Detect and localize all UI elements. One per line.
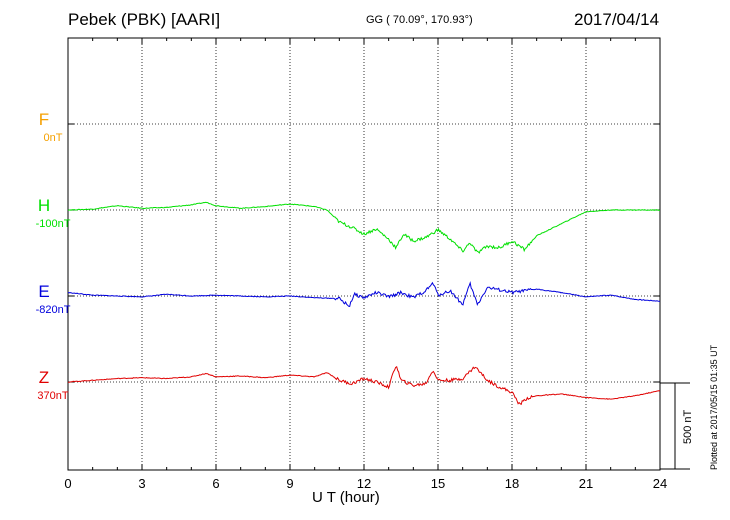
x-tick-labels: 0 3 6 9 12 15 18 21 24	[64, 476, 667, 491]
channel-name-z: Z	[38, 368, 50, 387]
plot-date: 2017/04/14	[574, 10, 660, 29]
channel-baseline-f: 0nT	[43, 132, 63, 144]
station-title: Pebek (PBK) [AARI]	[68, 10, 221, 29]
series-lines	[67, 201, 661, 406]
x-tick-label: 21	[579, 476, 593, 491]
channel-name-f: F	[38, 110, 50, 129]
scale-bar	[660, 382, 690, 470]
plotted-timestamp: Plotted at 2017/05/15 01:35 UT	[709, 344, 719, 470]
channel-name-e: E	[38, 282, 50, 301]
x-tick-label: 0	[64, 476, 71, 491]
x-tick-label: 9	[286, 476, 293, 491]
grid-lines	[68, 38, 660, 470]
x-tick-label: 15	[431, 476, 445, 491]
x-tick-label: 6	[212, 476, 219, 491]
series-line-e	[67, 281, 661, 307]
x-axis-label: U T (hour)	[312, 489, 380, 506]
series-line-z	[67, 366, 661, 406]
x-tick-label: 18	[505, 476, 519, 491]
axis-ticks	[67, 38, 661, 470]
channel-baseline-h: -100nT	[35, 218, 71, 230]
channel-baseline-z: 370nT	[37, 390, 69, 402]
channel-name-h: H	[37, 196, 51, 215]
x-tick-label: 12	[357, 476, 371, 491]
x-tick-label: 24	[653, 476, 667, 491]
series-line-h	[67, 201, 660, 254]
station-coordinates: GG ( 70.09°, 170.93°)	[366, 14, 473, 26]
channel-baseline-e: -820nT	[35, 304, 71, 316]
x-tick-label: 3	[138, 476, 145, 491]
scale-bar-label: 500 nT	[682, 409, 694, 444]
